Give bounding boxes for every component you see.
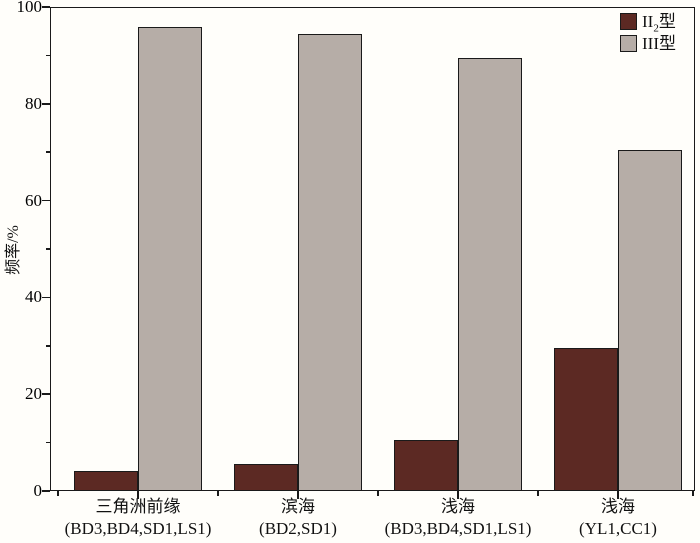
legend-label-III型: III型 [642,34,676,53]
x-axis-minor-tick [377,491,379,496]
y-axis-minor-tick [45,151,50,153]
bar-III型-group1 [138,26,202,491]
bar-II2型-group2 [234,463,298,491]
category-label: 三角洲前缘 [95,497,181,516]
category-label: 浅海 [601,497,635,516]
x-axis-minor-tick [537,491,539,496]
y-axis-tick [42,490,50,492]
legend-swatch-II2型 [620,13,637,30]
category-label: 滨海 [281,497,315,516]
y-axis-tick [42,393,50,395]
y-axis-minor-tick [45,441,50,444]
legend-label-II2型: II2型 [642,12,676,35]
y-axis-tick [42,103,50,105]
bar-III型-group3 [458,57,522,491]
y-axis-minor-tick [45,54,50,57]
x-axis-tick [617,491,619,499]
y-axis-minor-tick [45,248,50,250]
legend-swatch-III型 [620,35,637,52]
bar-II2型-group1 [74,471,138,491]
y-axis-tick-label: 80 [25,93,42,113]
x-axis-tick [457,491,459,499]
y-axis-tick-label: 20 [25,384,42,404]
category-codes-label: (BD3,BD4,SD1,LS1) [64,519,212,538]
bar-III型-group2 [298,34,362,491]
category-codes-label: (YL1,CC1) [579,519,657,538]
x-axis-tick [137,491,139,499]
plot-border [50,7,695,491]
y-axis-tick [42,6,50,8]
y-axis-minor-tick [45,345,50,347]
y-axis-tick-label: 60 [25,190,42,210]
bar-III型-group4 [618,150,682,491]
y-axis-tick-label: 100 [16,0,43,16]
x-axis-tick [297,491,299,499]
category-codes-label: (BD3,BD4,SD1,LS1) [384,519,532,538]
y-axis-tick-label: 0 [33,481,43,500]
y-axis-tick [42,296,50,299]
y-axis-tick [42,199,50,202]
y-axis-tick-label: 40 [25,287,42,307]
bar-II2型-group4 [554,347,618,491]
x-axis-minor-tick [692,491,694,496]
category-label: 浅海 [441,497,475,516]
category-codes-label: (BD2,SD1) [259,519,337,538]
bar-II2型-group3 [394,440,458,491]
x-axis-minor-tick [217,491,219,496]
x-axis-minor-tick [57,491,59,496]
